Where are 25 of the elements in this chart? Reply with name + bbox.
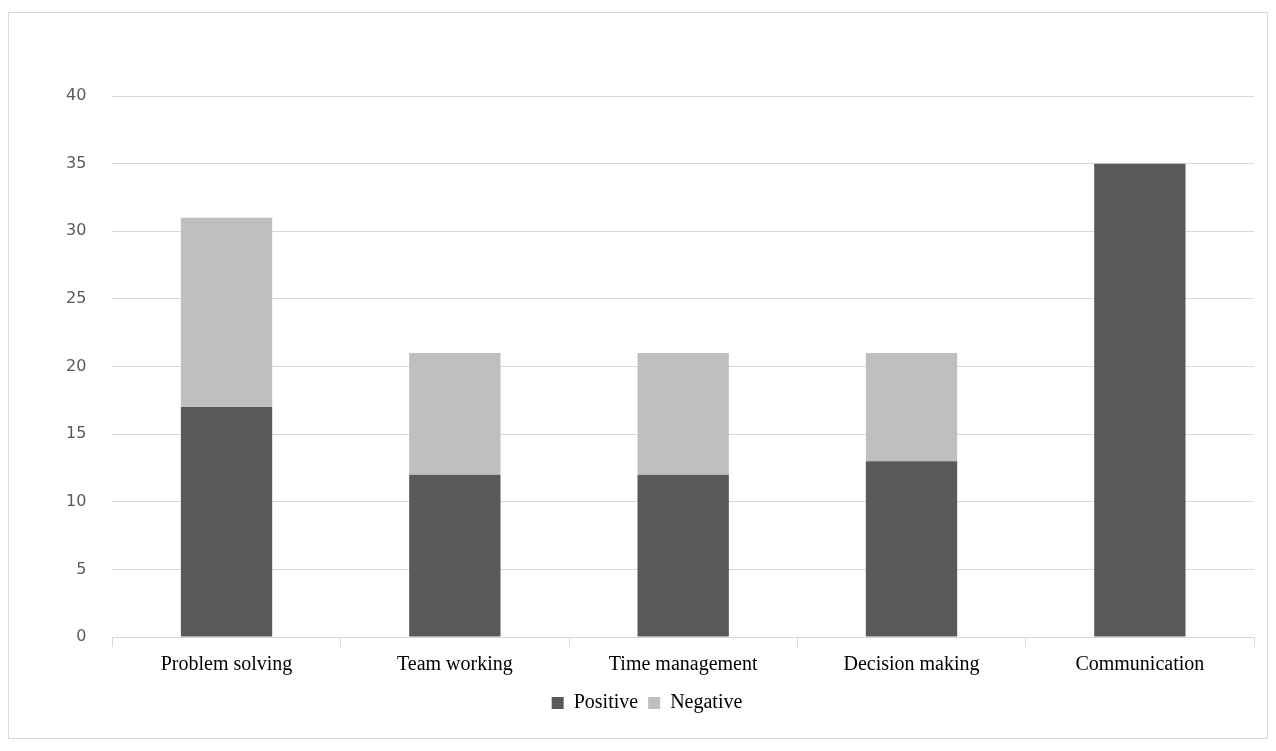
y-tick-label: 20 bbox=[66, 355, 87, 375]
y-tick-label: 0 bbox=[76, 626, 87, 646]
x-tick-label: Time management bbox=[608, 652, 758, 676]
x-tick-label: Decision making bbox=[843, 652, 980, 676]
x-tick-label: Communication bbox=[1075, 652, 1205, 675]
bar bbox=[1094, 163, 1186, 637]
bar bbox=[637, 352, 729, 475]
y-tick-label: 25 bbox=[66, 288, 87, 308]
legend-label: Negative bbox=[670, 690, 743, 714]
legend-label: Positive bbox=[573, 690, 639, 713]
bar bbox=[637, 474, 729, 637]
bar bbox=[865, 461, 958, 637]
y-tick-label: 15 bbox=[66, 423, 87, 443]
x-tick-label: Problem solving bbox=[160, 652, 293, 676]
bar bbox=[865, 352, 958, 462]
y-tick-label: 10 bbox=[66, 490, 87, 510]
bar bbox=[409, 474, 501, 637]
y-tick-label: 30 bbox=[66, 220, 87, 240]
bar bbox=[409, 352, 501, 475]
x-tick-label: Team working bbox=[396, 652, 513, 676]
y-tick-label: 40 bbox=[66, 85, 87, 105]
y-tick-label: 5 bbox=[76, 558, 87, 578]
y-tick-label: 35 bbox=[66, 152, 87, 172]
bar bbox=[180, 217, 273, 408]
bar bbox=[180, 407, 273, 637]
